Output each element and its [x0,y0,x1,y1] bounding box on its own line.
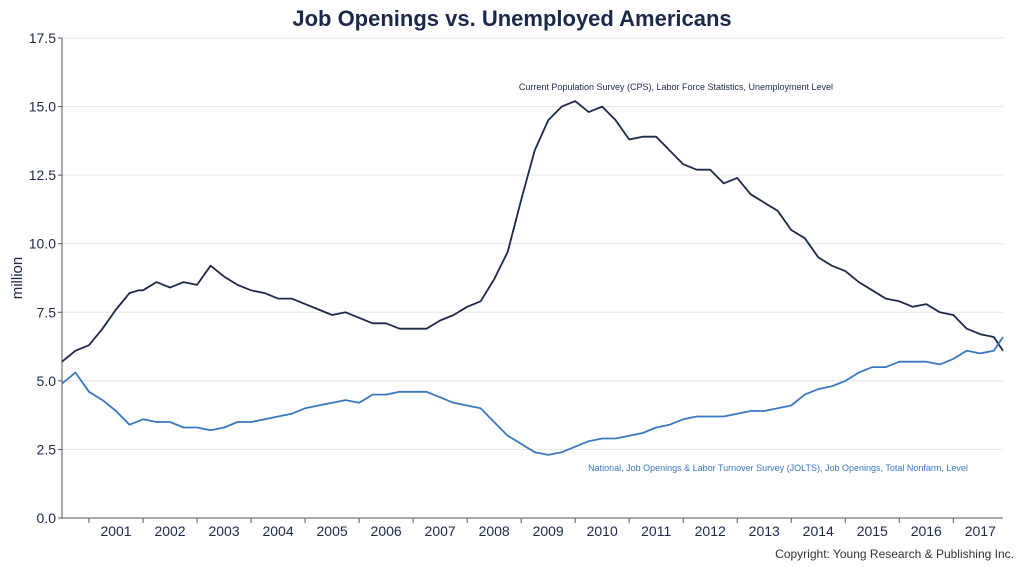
x-tick-label: 2009 [533,523,564,539]
cps-unemployment-line [61,100,1004,363]
x-tick-label: 2014 [803,523,834,539]
x-tick-labels: 2001 2002 2003 2004 2005 2006 2007 2008 2009 2010… [100,523,996,539]
series-lines [61,100,1004,456]
x-tick-label: 2003 [208,523,239,539]
y-tick-label: 5.0 [37,373,57,389]
jolts-series-annotation: National, Job Openings & Labor Turnover … [588,463,968,473]
chart-title: Job Openings vs. Unemployed Americans [292,6,732,31]
grid-lines [62,37,1003,519]
x-tick-label: 2012 [695,523,726,539]
x-tick-label: 2002 [154,523,185,539]
x-tick-label: 2011 [641,523,671,539]
y-tick-label: 0.0 [37,510,57,526]
x-tick-label: 2006 [371,523,402,539]
x-tick-label: 2007 [425,523,456,539]
x-tick-label: 2015 [857,523,888,539]
y-tick-labels: 0.0 2.5 5.0 7.5 10.0 12.5 15.0 17.5 [29,30,56,526]
y-tick-label: 12.5 [29,167,56,183]
y-tick-label: 2.5 [37,441,57,457]
x-tick-label: 2017 [965,523,996,539]
x-tick-label: 2001 [100,523,131,539]
x-tick-label: 2004 [262,523,293,539]
copyright-notice: Copyright: Young Research & Publishing I… [775,547,1014,561]
cps-series-annotation: Current Population Survey (CPS), Labor F… [519,82,833,92]
y-tick-label: 17.5 [29,30,56,46]
x-tick-label: 2008 [479,523,510,539]
x-tick-label: 2016 [911,523,942,539]
jolts-job-openings-line [61,336,1004,456]
y-tick-label: 15.0 [29,99,56,115]
y-tick-label: 10.0 [29,236,56,252]
y-axis-label: million [9,257,26,300]
axes [58,37,1003,523]
y-tick-label: 7.5 [37,304,57,320]
x-tick-label: 2010 [587,523,618,539]
x-tick-label: 2005 [317,523,348,539]
x-tick-label: 2013 [749,523,780,539]
